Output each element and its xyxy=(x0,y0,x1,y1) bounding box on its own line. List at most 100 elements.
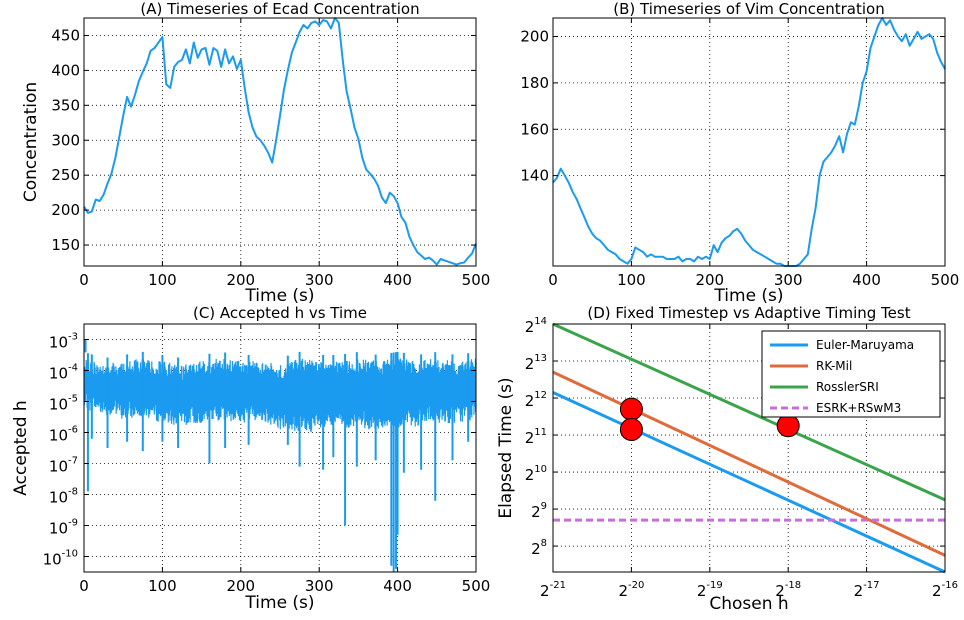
panel-d-ylabel: Elapsed Time (s) xyxy=(496,377,516,518)
panel-b-grid xyxy=(553,18,945,266)
y-tick-label-base: 10 xyxy=(49,427,68,445)
panel-b-title: (B) Timeseries of Vim Concentration xyxy=(613,0,884,18)
y-tick-label-exp: 11 xyxy=(534,427,547,438)
y-tick-label: 200 xyxy=(520,28,549,46)
series-line-2 xyxy=(552,322,946,502)
x-tick-label: 300 xyxy=(305,577,334,595)
y-tick-label: 200 xyxy=(51,201,80,219)
y-tick-label: 10-8 xyxy=(49,487,78,507)
panel-d: (D) Fixed Timestep vs Adaptive Timing Te… xyxy=(496,304,958,614)
panel-d-frame xyxy=(552,323,946,573)
panel-b: (B) Timeseries of Vim Concentration 0 100… xyxy=(520,0,959,306)
panel-c: (C) Accepted h vs Time 0 100 200 300 400 500 1… xyxy=(11,304,490,613)
y-tick-label-exp: 9 xyxy=(541,501,547,512)
y-tick-label-base: 10 xyxy=(49,365,68,383)
y-tick-label-exp: -4 xyxy=(68,363,78,374)
y-tick-label-exp: -10 xyxy=(62,549,78,560)
x-tick-label-base: 2 xyxy=(775,582,785,600)
x-tick-label: 300 xyxy=(774,271,803,289)
x-tick-label: 0 xyxy=(548,271,558,289)
x-tick-label-base: 2 xyxy=(618,582,628,600)
x-tick-label: 0 xyxy=(79,271,89,289)
panel-a-xlabel: Time (s) xyxy=(244,286,314,306)
panel-b-xlabel: Time (s) xyxy=(713,286,783,306)
panel-b-ticks: 0 100 200 300 400 500 140 160 180 200 xyxy=(520,18,959,289)
y-tick-label-exp: -8 xyxy=(68,487,78,498)
x-tick-label: 500 xyxy=(931,271,960,289)
x-tick-label-exp: -21 xyxy=(550,580,566,591)
y-tick-label-exp: -3 xyxy=(68,332,78,343)
panel-d-markers xyxy=(619,397,800,441)
x-tick-label-base: 2 xyxy=(540,582,550,600)
y-tick-label: 10-7 xyxy=(49,456,78,476)
panel-a-ylabel: Concentration xyxy=(21,82,41,202)
y-tick-label: 10-6 xyxy=(49,425,78,445)
y-tick-label: 211 xyxy=(525,427,547,447)
x-tick-label: 500 xyxy=(462,271,491,289)
panel-a-title: (A) Timeseries of Ecad Concentration xyxy=(140,0,419,18)
y-tick-label-exp: -6 xyxy=(68,425,78,436)
y-tick-label-exp: 12 xyxy=(534,390,547,401)
panel-c-frame xyxy=(83,323,477,573)
series-noise-line xyxy=(83,358,477,433)
y-tick-label-exp: 8 xyxy=(541,538,547,549)
x-tick-label: 0 xyxy=(79,577,89,595)
x-tick-label: 2-17 xyxy=(854,580,880,600)
panel-d-series xyxy=(552,322,946,574)
y-tick-label: 160 xyxy=(520,120,549,138)
x-tick-label-exp: -17 xyxy=(863,580,879,591)
y-tick-label-base: 2 xyxy=(525,429,535,447)
y-tick-label: 28 xyxy=(531,538,547,558)
panel-a-series xyxy=(83,17,477,266)
x-tick-label: 100 xyxy=(148,271,177,289)
y-tick-label-base: 2 xyxy=(531,540,541,558)
panel-c-series xyxy=(83,339,477,572)
y-tick-label: 214 xyxy=(525,316,547,336)
x-tick-label-exp: -19 xyxy=(706,580,722,591)
panel-a: (A) Timeseries of Ecad Concentration 0 10… xyxy=(21,0,490,306)
panel-c-ylabel: Accepted h xyxy=(11,400,31,495)
y-tick-label: 29 xyxy=(531,501,547,521)
x-tick-label: 200 xyxy=(226,577,255,595)
panel-d-xlabel: Chosen h xyxy=(709,594,788,614)
y-tick-label: 10-5 xyxy=(49,394,78,414)
y-tick-label-base: 2 xyxy=(525,392,535,410)
y-tick-label-base: 10 xyxy=(49,458,68,476)
panel-d-ticks: 2-21 2-20 2-19 2-18 2-17 2-162829210211212213… xyxy=(525,316,958,600)
y-tick-label-base: 10 xyxy=(49,396,68,414)
x-tick-label-exp: -16 xyxy=(942,580,958,591)
series-line xyxy=(552,17,946,267)
x-tick-label: 500 xyxy=(462,577,491,595)
y-tick-label-exp: -9 xyxy=(68,518,78,529)
y-tick-label-exp: 14 xyxy=(534,316,547,327)
x-tick-label-exp: -20 xyxy=(628,580,644,591)
series-line xyxy=(83,17,477,266)
series-line-1 xyxy=(552,370,946,557)
x-tick-label: 100 xyxy=(148,577,177,595)
legend-entry-1: RK-Mil xyxy=(816,359,852,373)
x-tick-label: 200 xyxy=(695,271,724,289)
x-tick-label: 2-20 xyxy=(618,580,644,600)
x-tick-label: 300 xyxy=(305,271,334,289)
red-marker-point xyxy=(776,414,800,438)
panel-c-ticks: 0 100 200 300 400 50010-310-410-510-610-710-8… xyxy=(43,324,491,595)
y-tick-label: 213 xyxy=(525,353,547,373)
y-tick-label: 210 xyxy=(525,464,547,484)
x-tick-label-base: 2 xyxy=(697,582,707,600)
x-tick-label-exp: -18 xyxy=(785,580,801,591)
y-tick-label: 150 xyxy=(51,236,80,254)
panel-b-series xyxy=(552,17,946,267)
legend-entry-2: RosslerSRI xyxy=(816,380,879,394)
y-tick-label-base: 10 xyxy=(49,489,68,507)
panel-c-xlabel: Time (s) xyxy=(244,593,314,613)
y-tick-label-exp: -5 xyxy=(68,394,78,405)
y-tick-label: 10-3 xyxy=(49,332,78,352)
y-tick-label-base: 2 xyxy=(531,503,541,521)
legend-entry-0: Euler-Maruyama xyxy=(816,338,914,352)
x-tick-label: 400 xyxy=(383,577,412,595)
y-tick-label-exp: 13 xyxy=(534,353,547,364)
y-tick-label: 140 xyxy=(520,167,549,185)
red-marker-point xyxy=(619,417,643,441)
y-tick-label: 212 xyxy=(525,390,547,410)
